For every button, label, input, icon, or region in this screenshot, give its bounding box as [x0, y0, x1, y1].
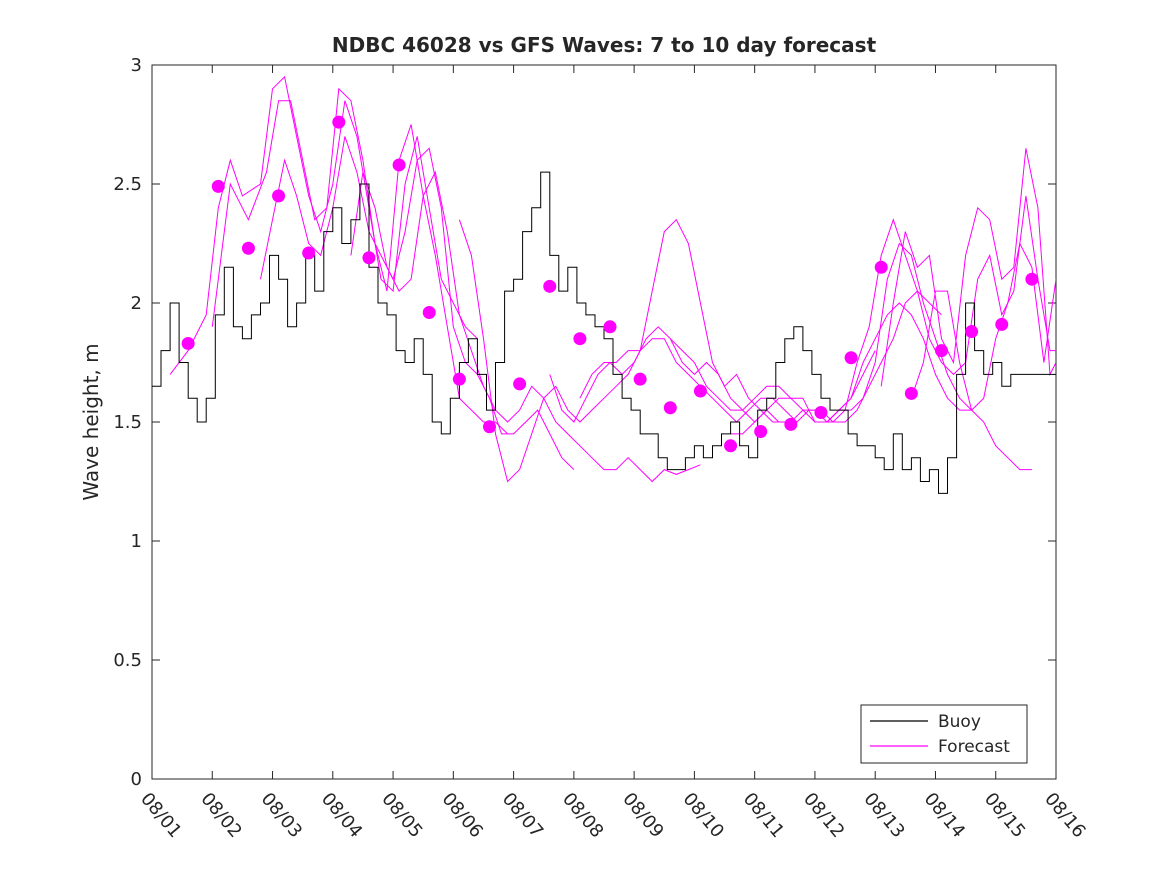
forecast-marker [482, 420, 496, 434]
forecast-marker [633, 372, 647, 386]
forecast-marker [1025, 272, 1039, 286]
x-tick-label: 08/14 [920, 789, 969, 842]
forecast-line-3 [260, 136, 575, 470]
x-tick-label: 08/03 [257, 789, 306, 842]
legend-forecast-label: Forecast [938, 737, 1010, 757]
forecast-line-4 [350, 170, 701, 483]
x-tick-label: 08/06 [438, 789, 487, 842]
forecast-marker [362, 251, 376, 265]
forecast-marker [663, 401, 677, 415]
forecast-marker [392, 158, 406, 172]
y-tick-label: 0.5 [113, 650, 142, 671]
forecast-marker [904, 386, 918, 400]
y-tick-label: 1 [131, 531, 142, 552]
forecast-line-10 [821, 195, 1056, 423]
x-tick-label: 08/10 [679, 789, 728, 842]
forecast-marker [272, 189, 286, 203]
forecast-marker [965, 325, 979, 339]
y-tick-label: 2 [131, 293, 142, 314]
x-tick-label: 08/05 [377, 789, 426, 842]
buoy-line [152, 171, 1056, 494]
forecast-marker [181, 336, 195, 350]
forecast-marker [513, 377, 527, 391]
y-tick-label: 2.5 [113, 174, 142, 195]
x-tick-label: 08/13 [859, 789, 908, 842]
forecast-marker [452, 372, 466, 386]
forecast-marker [302, 246, 316, 260]
forecast-marker [603, 320, 617, 334]
forecast-marker [995, 317, 1009, 331]
x-tick-label: 08/01 [136, 789, 185, 842]
y-tick-label: 3 [131, 55, 142, 76]
x-tick-label: 08/15 [980, 789, 1029, 842]
forecast-marker [241, 241, 255, 255]
forecast-marker [754, 425, 768, 439]
forecast-marker [693, 384, 707, 398]
legend: Buoy Forecast [860, 704, 1028, 764]
forecast-line-7 [579, 290, 942, 423]
forecast-marker [543, 279, 557, 293]
x-tick-label: 08/12 [799, 789, 848, 842]
forecast-line-1 [169, 75, 478, 375]
y-axis-label: Wave height, m [79, 343, 103, 500]
forecast-marker [422, 306, 436, 320]
forecast-marker [332, 115, 346, 129]
legend-buoy-label: Buoy [938, 712, 981, 732]
data-series-group [152, 75, 1056, 494]
forecast-marker [814, 405, 828, 419]
x-tick-label: 08/16 [1040, 789, 1089, 842]
forecast-marker [573, 332, 587, 346]
forecast-marker [784, 417, 798, 431]
x-tick-label: 08/09 [618, 789, 667, 842]
forecast-marker [724, 439, 738, 453]
y-tick-label: 1.5 [113, 412, 142, 433]
x-tick-label: 08/02 [196, 789, 245, 842]
plot-frame [151, 64, 1057, 780]
forecast-marker [874, 260, 888, 274]
legend-box [860, 704, 1028, 764]
forecast-line-9 [730, 242, 1032, 471]
forecast-line-12 [910, 241, 1056, 412]
forecast-marker [934, 344, 948, 358]
x-tick-label: 08/04 [317, 789, 366, 842]
x-tick-label: 08/11 [739, 789, 788, 842]
x-tick-label: 08/08 [558, 789, 607, 842]
forecast-line-11 [880, 148, 1056, 387]
forecast-marker [211, 179, 225, 193]
chart-title: NDBC 46028 vs GFS Waves: 7 to 10 day for… [332, 33, 877, 57]
forecast-marker [844, 351, 858, 365]
y-tick-label: 0 [131, 769, 142, 790]
x-tick-label: 08/07 [498, 789, 547, 842]
